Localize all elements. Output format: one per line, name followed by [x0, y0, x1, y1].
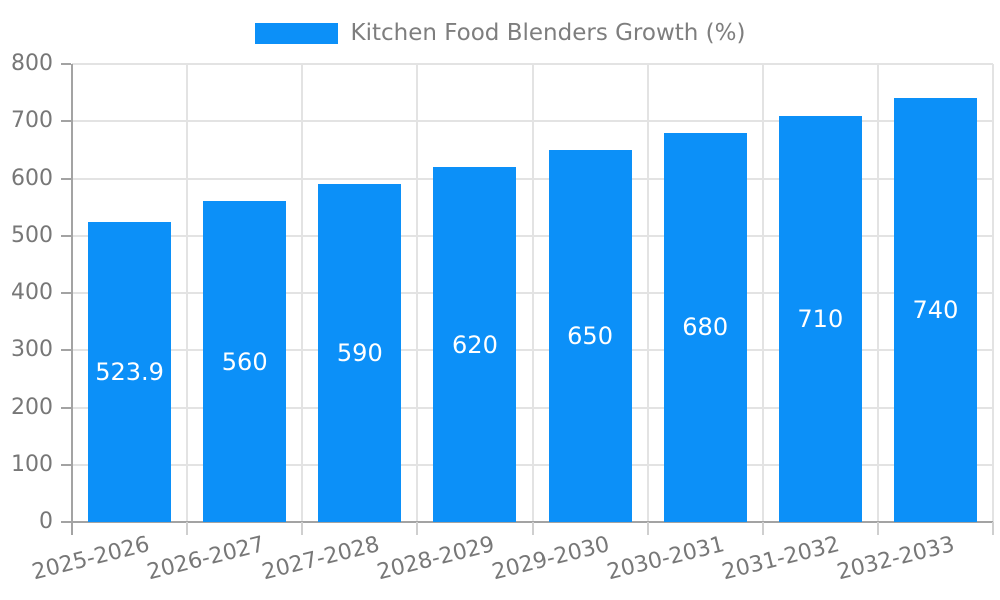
y-axis-tick-label: 600 [11, 165, 53, 191]
y-axis-tick-label: 100 [11, 451, 53, 477]
gridline-vertical [531, 64, 534, 522]
gridline-vertical [876, 64, 879, 522]
gridline-vertical [761, 64, 764, 522]
y-axis-tick-label: 200 [11, 394, 53, 420]
y-axis-tick [61, 292, 71, 294]
x-axis-tick [416, 522, 419, 535]
y-axis-line [71, 64, 73, 535]
bar-2026-2027[interactable] [203, 201, 287, 522]
bar-2027-2028[interactable] [318, 184, 402, 522]
x-axis-tick [646, 522, 649, 535]
y-axis-tick-label: 800 [11, 51, 53, 76]
gridline-vertical [992, 64, 994, 522]
x-axis-tick [992, 522, 994, 535]
x-axis-tick [186, 522, 189, 535]
y-axis-tick [61, 120, 71, 123]
bar-2032-2033[interactable] [893, 98, 977, 522]
y-axis-tick [61, 406, 71, 409]
y-axis-tick [61, 234, 71, 237]
x-axis-tick [761, 522, 764, 535]
bar-2029-2030[interactable] [548, 149, 632, 522]
gridline-vertical [301, 64, 304, 522]
y-axis-tick-label: 700 [11, 108, 53, 134]
y-axis-tick-label: 300 [11, 337, 53, 363]
legend-label: Kitchen Food Blenders Growth (%) [350, 20, 746, 46]
x-axis-tick [301, 522, 304, 535]
y-axis-tick [61, 521, 71, 523]
x-axis-tick [531, 522, 534, 535]
gridline-vertical [416, 64, 419, 522]
x-axis-tick [876, 522, 879, 535]
y-axis-tick [61, 349, 71, 352]
y-axis-tick-label: 400 [11, 280, 53, 305]
y-axis-tick [61, 63, 71, 65]
bar-2025-2026[interactable] [88, 222, 172, 522]
bar-2028-2029[interactable] [433, 167, 517, 522]
gridline-vertical [186, 64, 189, 522]
x-axis-tick [71, 522, 73, 535]
gridline-vertical [646, 64, 649, 522]
bar-2030-2031[interactable] [663, 132, 747, 522]
y-axis-tick [61, 463, 71, 466]
bar-2031-2032[interactable] [778, 115, 862, 522]
y-axis-tick [61, 177, 71, 180]
y-axis-tick-label: 0 [39, 509, 53, 534]
legend[interactable]: Kitchen Food Blenders Growth (%) [0, 18, 1000, 48]
legend-swatch-icon [254, 22, 338, 44]
y-axis-tick-label: 500 [11, 222, 53, 248]
